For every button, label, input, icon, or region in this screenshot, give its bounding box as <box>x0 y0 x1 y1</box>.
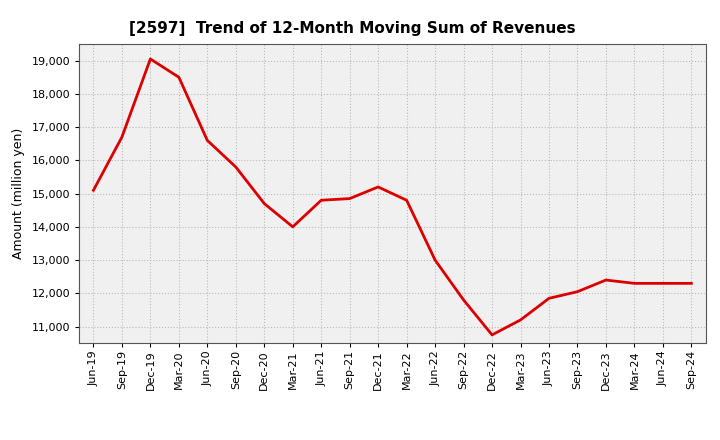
Text: [2597]  Trend of 12-Month Moving Sum of Revenues: [2597] Trend of 12-Month Moving Sum of R… <box>130 21 576 36</box>
Y-axis label: Amount (million yen): Amount (million yen) <box>12 128 24 259</box>
